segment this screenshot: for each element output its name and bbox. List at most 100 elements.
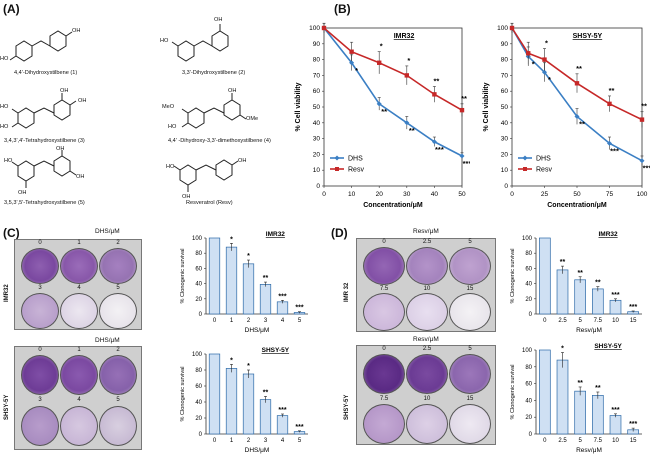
significance-label: * — [247, 253, 250, 260]
y-tick-label: 0 — [529, 432, 533, 438]
structure-5 — [11, 150, 77, 188]
x-tick-label: 20 — [376, 191, 384, 198]
dose-label: 7.5 — [379, 286, 389, 292]
colony-well — [60, 406, 98, 446]
y-tick-label: 40 — [501, 120, 509, 127]
bar — [259, 399, 272, 435]
x-tick-label: 1 — [230, 318, 234, 324]
data-point — [574, 113, 580, 119]
data-point — [376, 101, 382, 107]
significance-label: *** — [295, 305, 303, 312]
panel-label-d: (D) — [331, 226, 348, 240]
data-point — [404, 120, 410, 126]
x-tick-label: 10 — [612, 318, 619, 324]
legend-label: Resv — [536, 167, 552, 174]
x-tick-label: 0 — [543, 318, 547, 324]
significance-label: ** — [577, 270, 583, 277]
colony-well — [363, 247, 405, 285]
bar — [609, 415, 622, 435]
dose-label: 2 — [116, 347, 120, 353]
x-tick-label: 10 — [612, 438, 619, 444]
dose-label: 0 — [38, 240, 42, 246]
dose-label: 0 — [382, 239, 386, 245]
y-tick-label: 60 — [525, 266, 532, 272]
significance-label: ** — [560, 259, 566, 266]
dose-label: 5 — [468, 346, 472, 352]
significance-label: *** — [463, 159, 470, 168]
oh-label: HO — [166, 164, 175, 170]
oh-label: HO — [0, 124, 9, 130]
compound-name-5: 3,5,3',5'-Tetrahydroxystilbene (5) — [4, 200, 85, 206]
dish-title-d-top: Resv/μM — [413, 228, 439, 235]
significance-label: * — [545, 39, 548, 48]
x-tick-label: 5 — [298, 318, 302, 324]
y-tick-label: 90 — [501, 41, 509, 48]
dose-label: 3 — [38, 397, 42, 403]
oh-label: HO — [0, 56, 9, 62]
y-tick-label: 20 — [195, 297, 202, 303]
colony-well — [60, 293, 98, 329]
bar — [242, 373, 255, 435]
y-tick-label: 60 — [195, 384, 202, 390]
bar — [276, 415, 289, 435]
significance-label: ** — [409, 126, 415, 135]
x-tick-label: 0 — [543, 438, 547, 444]
significance-label: ** — [263, 389, 269, 396]
y-tick-label: 10 — [501, 167, 509, 174]
chart-title: IMR32 — [266, 231, 286, 238]
bar — [276, 301, 289, 315]
dish-panel-c-shsy5y: 0 1 2 3 4 5 — [14, 346, 142, 450]
significance-label: ** — [576, 64, 582, 73]
compound-name-3: 3,4,3',4'-Tetrahydroxystilbene (3) — [4, 138, 85, 144]
y-tick-label: 40 — [195, 282, 202, 288]
chart-title: SHSY-5Y — [594, 343, 622, 350]
x-tick-label: 40 — [431, 191, 439, 198]
y-tick-label: 100 — [309, 25, 320, 32]
ome-label: OMe — [246, 116, 259, 122]
significance-label: ** — [595, 280, 601, 287]
legend-label: DHS — [536, 156, 551, 163]
panel-label-b: (B) — [334, 2, 351, 16]
y-tick-label: 100 — [522, 348, 533, 354]
y-tick-label: 20 — [313, 151, 321, 158]
colony-well — [406, 247, 448, 285]
y-tick-label: 80 — [313, 57, 321, 64]
y-tick-label: 80 — [525, 251, 532, 257]
x-tick-label: 4 — [281, 438, 285, 444]
dose-label: 1 — [77, 240, 81, 246]
y-tick-label: 60 — [195, 266, 202, 272]
data-point — [459, 107, 465, 113]
colony-well — [99, 406, 137, 446]
legend-label: DHS — [348, 156, 363, 163]
y-tick-label: 90 — [313, 41, 321, 48]
oh-label: HO — [168, 124, 177, 130]
y-tick-label: 60 — [501, 88, 509, 95]
significance-label: *** — [629, 304, 637, 311]
x-tick-label: 3 — [264, 318, 268, 324]
cell-line-label-d-shsy5y: SHSY-5Y — [344, 394, 350, 420]
y-tick-label: 0 — [199, 432, 203, 438]
legend-label: Resv — [348, 167, 364, 174]
y-tick-label: 100 — [192, 236, 203, 242]
legend-marker — [334, 155, 340, 161]
x-tick-label: 75 — [606, 191, 614, 198]
bar-chart-d-imr32: 0 20 40 60 80 100 % Clonogenic survival IMR32 0 *… — [510, 231, 642, 334]
y-tick-label: 60 — [313, 88, 321, 95]
significance-label: *** — [435, 145, 444, 154]
x-tick-label: 30 — [403, 191, 411, 198]
significance-label: * — [407, 56, 410, 65]
significance-label: ** — [461, 94, 467, 103]
significance-label: * — [355, 66, 358, 75]
chart-title: IMR32 — [599, 231, 619, 238]
y-tick-label: 40 — [525, 398, 532, 404]
structure-2 — [171, 24, 229, 62]
significance-label: * — [532, 59, 535, 68]
colony-well — [99, 355, 137, 395]
data-point — [542, 69, 547, 75]
x-tick-label: 2.5 — [558, 318, 567, 324]
x-tick-label: 5 — [298, 438, 302, 444]
bar — [539, 237, 551, 315]
colony-well — [449, 354, 491, 394]
bar-chart-c-imr32: 0 20 40 60 80 100 % Clonogenic survival IMR32 0 *… — [180, 231, 308, 334]
